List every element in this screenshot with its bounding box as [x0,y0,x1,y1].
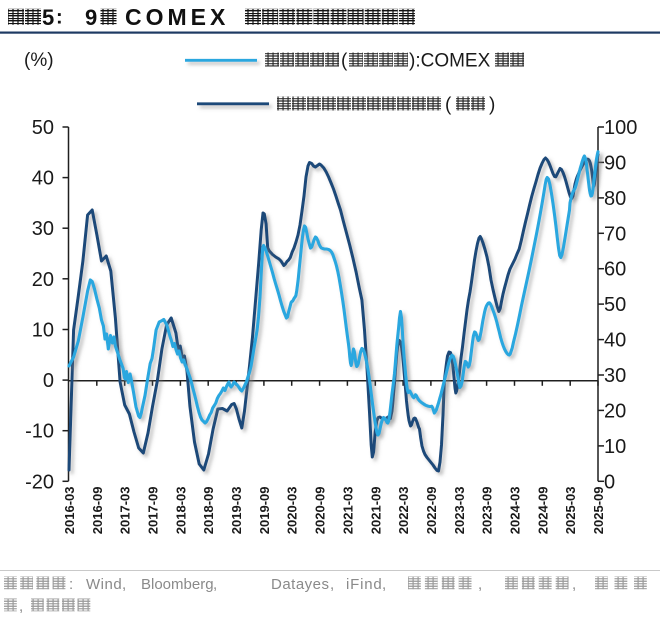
svg-text::: : [56,7,63,29]
svg-text:0: 0 [604,471,615,493]
svg-text:2018-09: 2018-09 [201,487,216,535]
svg-text:2016-03: 2016-03 [62,487,77,535]
svg-text:,: , [213,576,217,593]
svg-text:2025-09: 2025-09 [591,487,606,535]
svg-text:90: 90 [604,152,626,174]
svg-text:2024-09: 2024-09 [535,487,550,535]
svg-text:2018-03: 2018-03 [173,487,188,535]
svg-text:20: 20 [604,400,626,422]
svg-text:10: 10 [604,436,626,458]
svg-text:70: 70 [604,223,626,245]
svg-text:2023-09: 2023-09 [480,487,495,535]
svg-text:2021-03: 2021-03 [340,487,355,535]
svg-text:,: , [478,576,482,593]
svg-text:2017-09: 2017-09 [146,487,161,535]
svg-text:2024-03: 2024-03 [508,487,523,535]
svg-text:(: ( [445,95,452,116]
svg-text:80: 80 [604,188,626,210]
svg-text:Datayes: Datayes [271,576,330,593]
svg-text:30: 30 [604,365,626,387]
svg-text:2021-09: 2021-09 [368,487,383,535]
svg-text:Bloomberg: Bloomberg [141,576,214,593]
svg-text:,: , [122,576,126,593]
svg-text:5: 5 [42,5,54,30]
svg-text:2023-03: 2023-03 [452,487,467,535]
svg-text:40: 40 [604,330,626,352]
svg-text:2022-09: 2022-09 [424,487,439,535]
svg-text:COMEX: COMEX [125,4,229,30]
svg-text:):COMEX: ):COMEX [409,51,491,72]
svg-text:100: 100 [604,117,637,139]
svg-text:10: 10 [32,320,54,342]
svg-text:-10: -10 [25,421,54,443]
svg-text:2022-03: 2022-03 [396,487,411,535]
svg-text:-20: -20 [25,471,54,493]
svg-text::: : [69,576,73,593]
svg-text:,: , [19,598,23,615]
svg-text:,: , [382,576,386,593]
svg-text:0: 0 [43,370,54,392]
svg-text:iFind: iFind [346,576,383,593]
svg-text:2020-03: 2020-03 [285,487,300,535]
svg-text:50: 50 [604,294,626,316]
svg-text:,: , [330,576,334,593]
svg-text:2019-09: 2019-09 [257,487,272,535]
svg-text:9: 9 [85,5,97,30]
svg-text:40: 40 [32,168,54,190]
svg-text:30: 30 [32,218,54,240]
svg-text:2019-03: 2019-03 [229,487,244,535]
svg-text:2025-03: 2025-03 [563,487,578,535]
svg-text:,: , [572,576,576,593]
svg-text:(%): (%) [24,50,54,71]
svg-text:Wind: Wind [86,576,122,593]
svg-text:60: 60 [604,259,626,281]
svg-text:): ) [489,95,495,116]
svg-text:2017-03: 2017-03 [118,487,133,535]
svg-text:50: 50 [32,117,54,139]
svg-text:2016-09: 2016-09 [90,487,105,535]
svg-text:(: ( [341,51,348,72]
svg-text:20: 20 [32,269,54,291]
svg-text:2020-09: 2020-09 [313,487,328,535]
